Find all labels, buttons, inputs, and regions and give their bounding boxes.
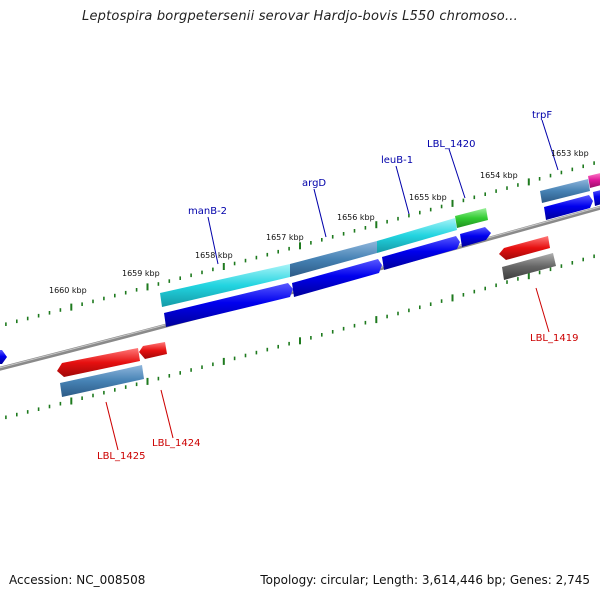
leader-trpF bbox=[541, 119, 559, 171]
gene-label-LBL_1420[interactable]: LBL_1420 bbox=[427, 139, 475, 150]
feature-LBL_1419-cds bbox=[499, 236, 550, 260]
tick-label: 1657 kbp bbox=[266, 233, 304, 242]
map-title: Leptospira borgpetersenii serovar Hardjo… bbox=[82, 9, 518, 24]
leader-manB-2 bbox=[207, 216, 219, 265]
outer-tick-ring bbox=[5, 161, 595, 326]
tick-label: 1656 kbp bbox=[337, 213, 375, 222]
leader-LBL_1419 bbox=[535, 287, 550, 333]
gene-label-argD[interactable]: argD bbox=[302, 178, 326, 189]
tick-label: 1659 kbp bbox=[122, 269, 160, 278]
inner-tick-ring bbox=[5, 254, 595, 420]
feature-LBL_1425-rrna bbox=[60, 365, 144, 397]
tick-label: 1658 kbp bbox=[195, 251, 233, 260]
gene-label-leuB-1[interactable]: leuB-1 bbox=[381, 155, 413, 166]
tick-label: 1660 kbp bbox=[49, 286, 87, 295]
accession-text: Accession: NC_008508 bbox=[9, 573, 146, 587]
cds-manB-2 bbox=[164, 283, 293, 327]
leader-LBL_1420 bbox=[448, 148, 466, 199]
reverse-strand-features bbox=[0, 236, 556, 397]
gene-label-manB-2[interactable]: manB-2 bbox=[188, 206, 227, 217]
cds-argD bbox=[292, 259, 382, 297]
cds-right-edge bbox=[593, 190, 600, 206]
tick-label: 1655 kbp bbox=[409, 193, 447, 202]
gene-labels: manB-2 argD leuB-1 LBL_1420 trpF LBL_142… bbox=[97, 110, 578, 462]
cds-trpF bbox=[544, 195, 593, 220]
gene-label-trpF[interactable]: trpF bbox=[532, 110, 552, 121]
feature-magenta-rrna bbox=[588, 173, 600, 188]
gene-label-LBL_1419[interactable]: LBL_1419 bbox=[530, 333, 578, 344]
tick-label: 1654 kbp bbox=[480, 171, 518, 180]
leader-LBL_1424 bbox=[160, 389, 174, 439]
cds-leuB-1 bbox=[382, 236, 460, 270]
gene-label-LBL_1425[interactable]: LBL_1425 bbox=[97, 451, 145, 462]
feature-left-edge-cds bbox=[0, 350, 7, 364]
feature-trpF-rrna bbox=[540, 179, 590, 203]
feature-LBL_1424-cds bbox=[139, 342, 167, 359]
feature-leuB-1-rrna bbox=[377, 218, 457, 253]
feature-argD-rrna bbox=[290, 241, 377, 277]
label-leader-lines bbox=[105, 119, 559, 451]
feature-manB-2-rrna bbox=[160, 264, 290, 307]
feature-LBL_1419-rrna bbox=[502, 253, 556, 280]
tick-label: 1653 kbp bbox=[551, 149, 589, 158]
tick-labels: 1660 kbp 1659 kbp 1658 kbp 1657 kbp 1656… bbox=[49, 149, 589, 295]
leader-argD bbox=[313, 188, 327, 238]
gene-label-LBL_1424[interactable]: LBL_1424 bbox=[152, 438, 200, 449]
feature-LBL_1420-rrna bbox=[455, 208, 488, 228]
forward-strand-features bbox=[160, 173, 600, 327]
leader-leuB-1 bbox=[395, 165, 410, 215]
cds-LBL_1420 bbox=[460, 227, 491, 247]
feature-LBL_1425-cds bbox=[57, 348, 140, 377]
genome-summary-text: Topology: circular; Length: 3,614,446 bp… bbox=[260, 573, 590, 587]
leader-LBL_1425 bbox=[105, 401, 119, 451]
